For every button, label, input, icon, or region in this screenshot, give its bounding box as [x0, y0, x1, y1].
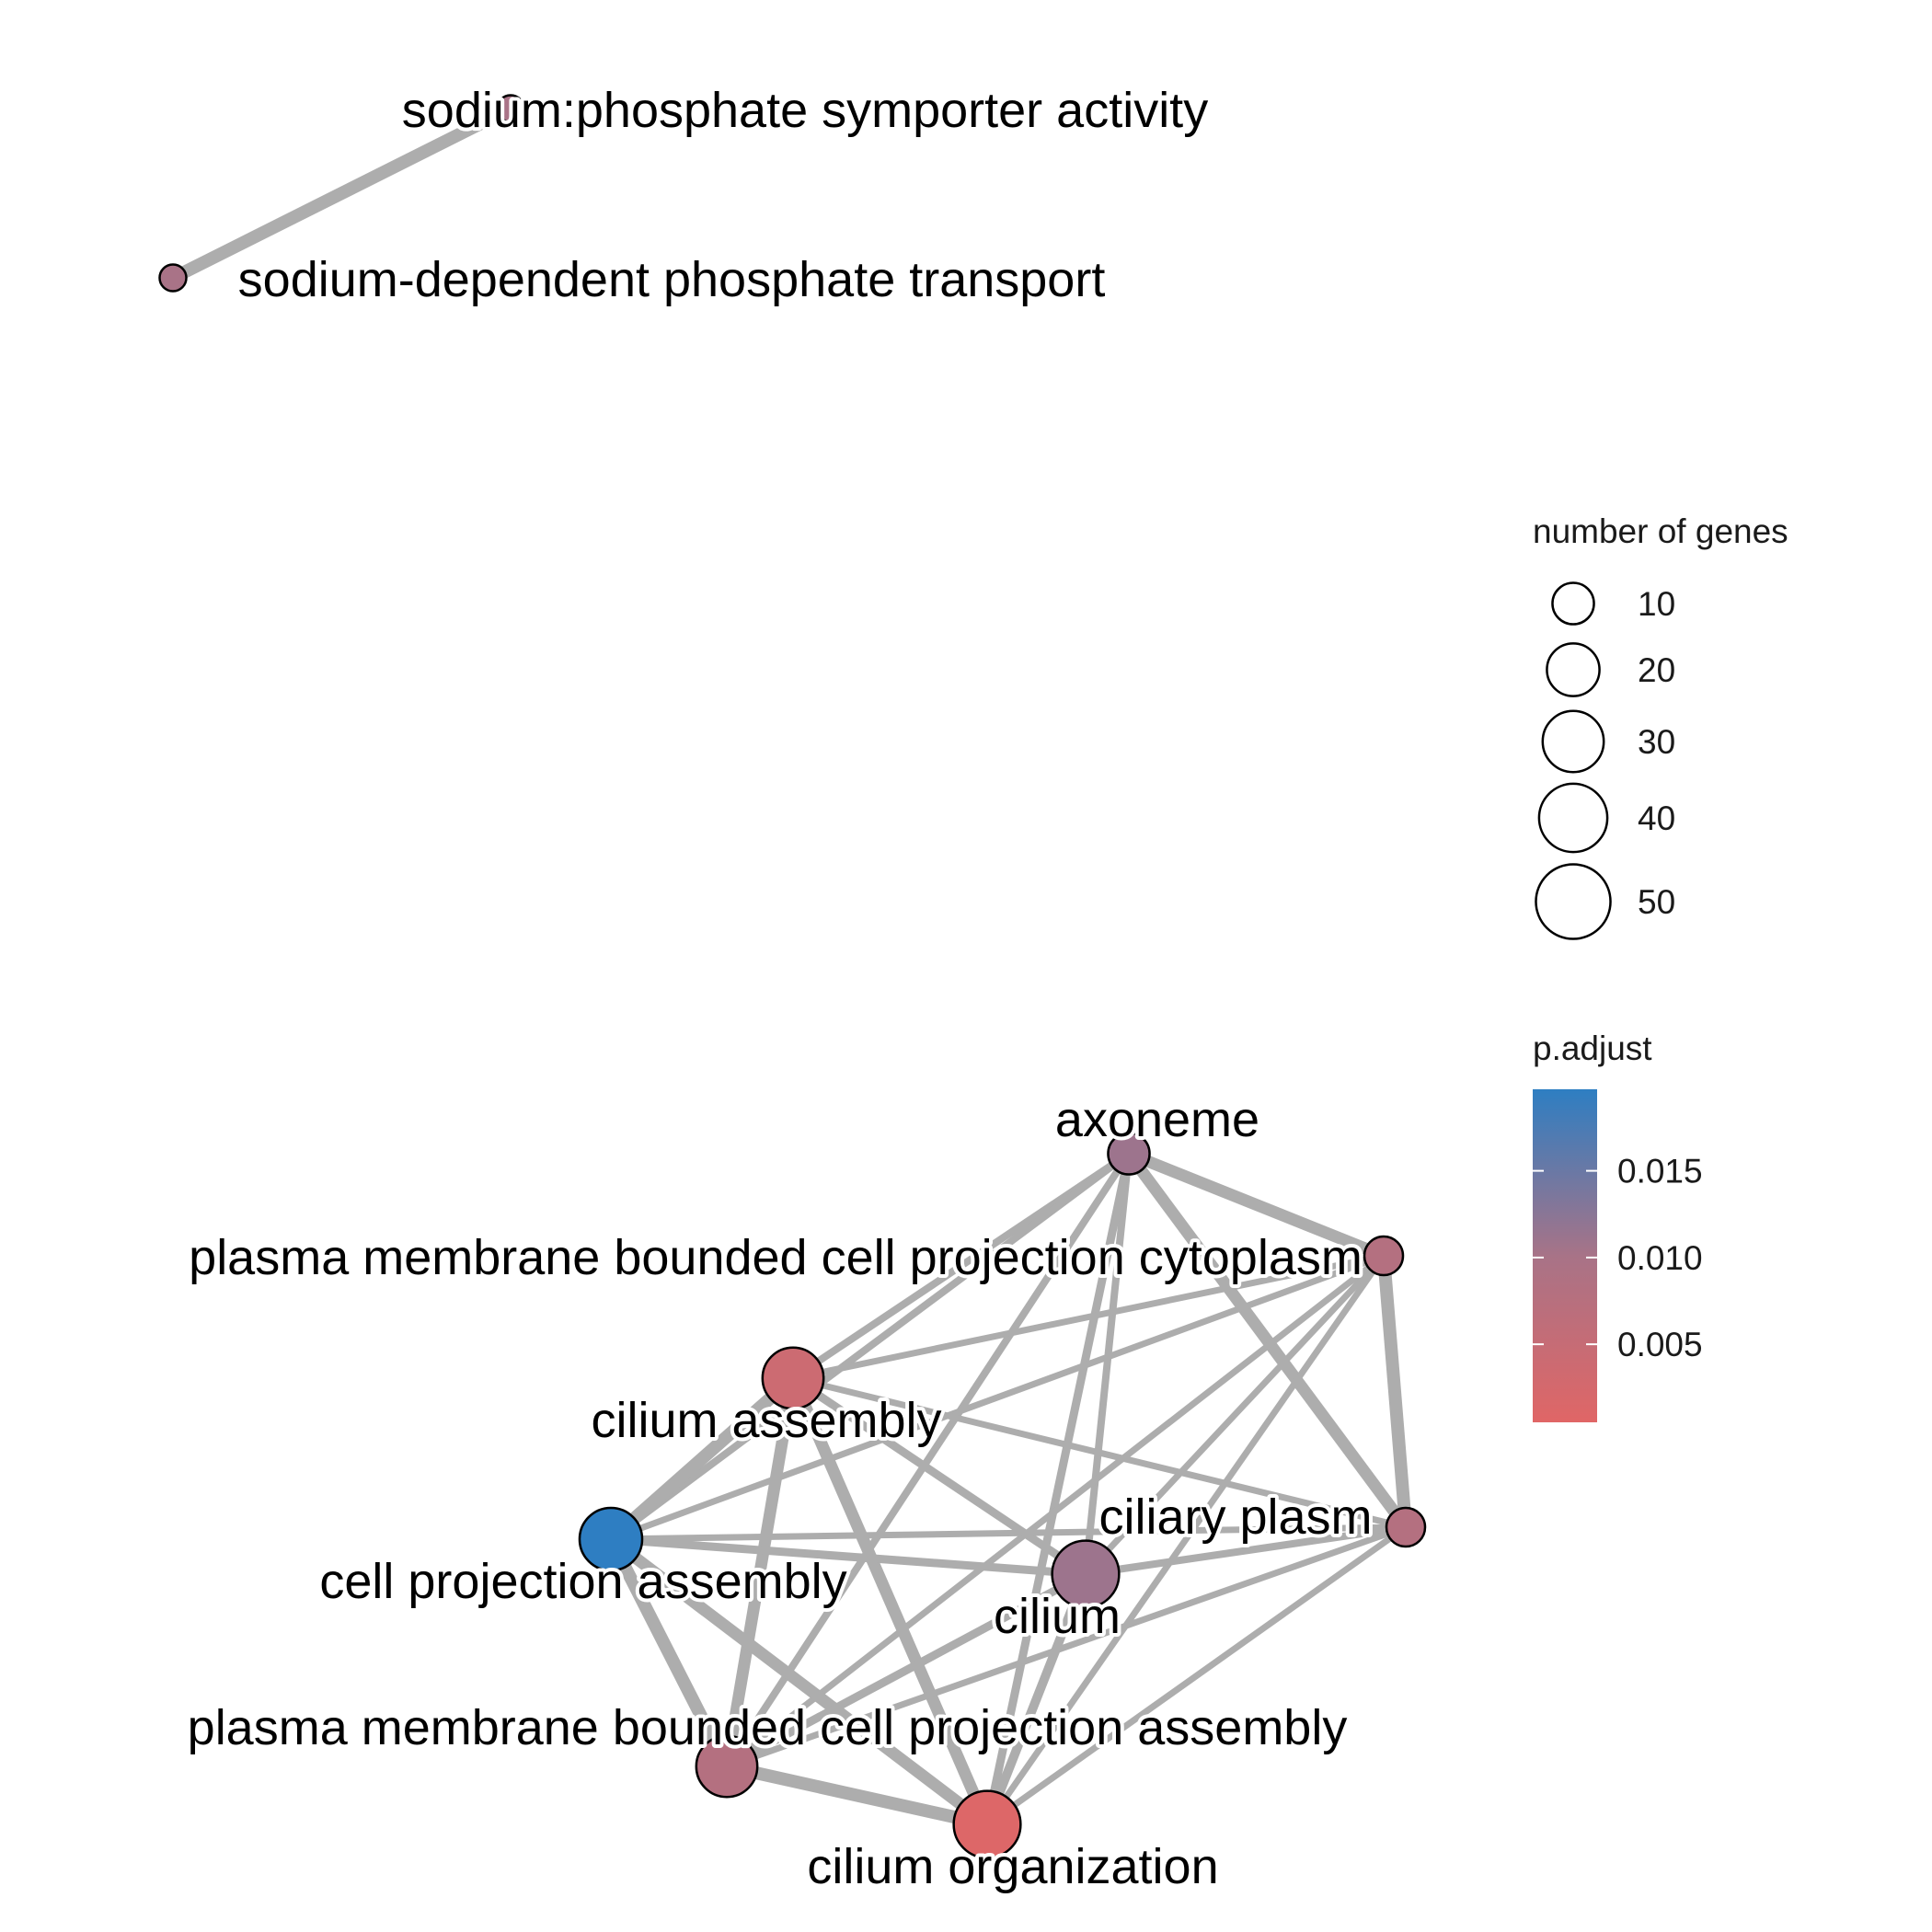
node-label-n7: cell projection assembly: [319, 1554, 846, 1609]
node-n8: [1051, 1539, 1121, 1609]
edge-n7-n10: [607, 1534, 991, 1830]
legend: number of genes 10 20 30 40 50 p.adjust 0.01…: [1533, 512, 1788, 1422]
edge-n8-n10: [983, 1572, 1090, 1826]
edge-n4-n8: [1083, 1253, 1386, 1577]
node-n5: [761, 1346, 825, 1410]
edge-n4-n9: [724, 1253, 1386, 1769]
size-legend-label-50: 50: [1638, 883, 1675, 921]
size-legend-circle-30: [1541, 709, 1605, 774]
edge-n4-n6: [1377, 1255, 1412, 1528]
node-n3: [1107, 1132, 1151, 1176]
edge-n1-n2: [169, 102, 514, 284]
edge-layer: [169, 102, 1412, 1831]
edge-n3-n6: [1123, 1150, 1411, 1531]
node-label-n5: cilium assembly: [591, 1393, 941, 1448]
edge-n9-n10: [725, 1760, 989, 1831]
color-legend-title: p.adjust: [1533, 1029, 1652, 1067]
node-n9: [695, 1734, 759, 1799]
edge-n3-n9: [723, 1151, 1133, 1769]
label-layer: sodium:phosphate symporter activity sodiu…: [184, 79, 1376, 1898]
edge-n3-n10: [983, 1153, 1133, 1825]
size-legend-circle-20: [1546, 642, 1601, 697]
node-n6: [1385, 1506, 1427, 1548]
size-legend-title: number of genes: [1533, 512, 1788, 550]
size-legend-circle-50: [1535, 863, 1612, 940]
size-legend-label-20: 20: [1638, 651, 1675, 689]
edge-n5-n7: [606, 1373, 798, 1545]
edge-n3-n4: [1126, 1147, 1386, 1262]
node-label-n3: axoneme: [1055, 1092, 1259, 1147]
color-legend-label-0.005: 0.005: [1617, 1326, 1703, 1363]
edge-n5-n6: [792, 1374, 1407, 1531]
edge-n6-n9: [725, 1524, 1408, 1770]
size-legend-label-30: 30: [1638, 723, 1675, 761]
node-label-n8: cilium: [994, 1589, 1121, 1644]
edge-n5-n8: [790, 1374, 1088, 1578]
node-n1: [496, 94, 525, 123]
edge-n5-n10: [788, 1375, 993, 1827]
node-n2: [158, 263, 188, 293]
size-legend-label-40: 40: [1638, 799, 1675, 837]
node-n4: [1363, 1235, 1405, 1277]
edge-n4-n10: [984, 1253, 1386, 1827]
color-legend-ticks: 0.015 0.010 0.005: [1533, 1153, 1703, 1363]
node-label-n4: plasma membrane bounded cell projection …: [189, 1230, 1363, 1285]
color-legend-label-0.015: 0.015: [1617, 1153, 1703, 1190]
node-label-n6: ciliary plasm: [1098, 1489, 1372, 1545]
edge-n7-n9: [604, 1535, 733, 1770]
edge-n4-n5: [792, 1252, 1385, 1382]
node-n7: [578, 1506, 644, 1572]
edge-n7-n6: [610, 1524, 1407, 1543]
edge-n4-n7: [609, 1252, 1386, 1543]
node-label-n10: cilium organization: [807, 1839, 1218, 1894]
size-legend: 10 20 30 40 50: [1535, 581, 1675, 940]
edge-n3-n7: [608, 1150, 1132, 1543]
size-legend-circle-40: [1537, 782, 1609, 854]
edge-n6-n8: [1085, 1524, 1407, 1578]
size-legend-label-10: 10: [1638, 585, 1675, 623]
node-label-n1: sodium:phosphate symporter activity: [402, 83, 1208, 138]
edge-n5-n9: [720, 1376, 799, 1768]
edge-n3-n8: [1082, 1153, 1133, 1575]
edge-n6-n10: [984, 1524, 1409, 1827]
edge-n7-n8: [610, 1535, 1087, 1579]
node-label-n2: sodium-dependent phosphate transport: [238, 252, 1106, 307]
node-layer: [158, 94, 1427, 1859]
edge-n8-n9: [724, 1570, 1088, 1770]
color-legend-label-0.010: 0.010: [1617, 1239, 1703, 1277]
size-legend-circle-10: [1551, 581, 1595, 626]
node-label-n9: plasma membrane bounded cell projection …: [188, 1700, 1348, 1755]
color-bar: [1533, 1089, 1597, 1422]
node-n10: [952, 1789, 1022, 1859]
